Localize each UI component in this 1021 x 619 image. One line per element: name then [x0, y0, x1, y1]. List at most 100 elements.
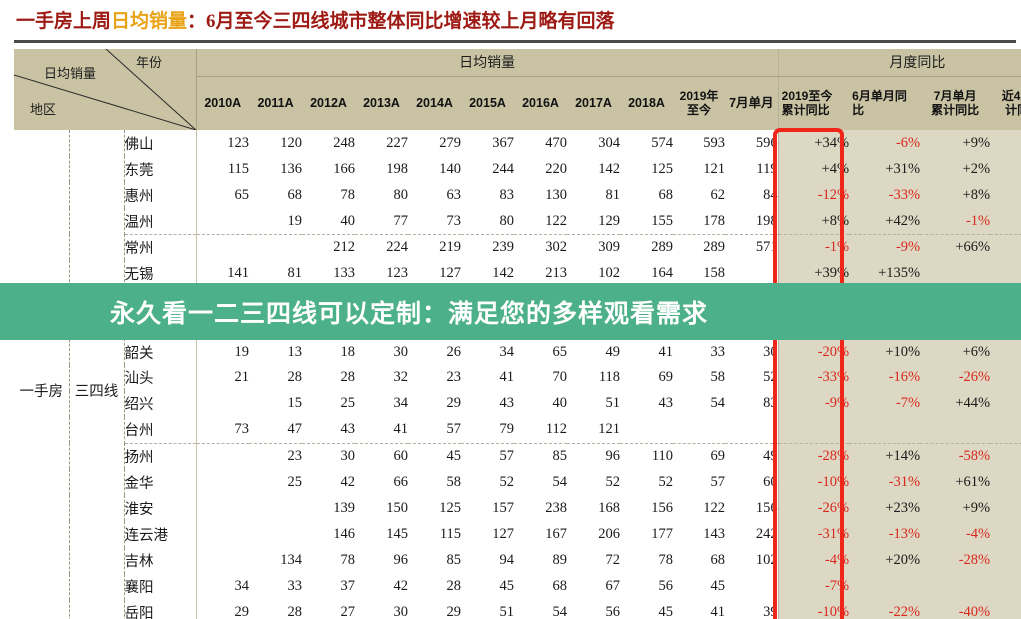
cell-yoy-value: +44% [920, 390, 991, 418]
table-row: 台州 73 47 43 41 57 79 112 121 [14, 417, 1021, 444]
cell-yoy-value [920, 260, 991, 287]
cell-sales-value: 219 [408, 234, 462, 261]
cell-yoy-value: -13% [849, 521, 921, 548]
cell-sales-value: 30 [725, 338, 779, 365]
cell-sales-value: 63 [408, 182, 462, 209]
cell-sales-value: 15 [249, 390, 303, 418]
corner-header-cell: 日均销量 年份 地区 [14, 49, 197, 130]
cell-yoy-value: -3% [990, 521, 1021, 548]
cell-sales-value: 596 [725, 130, 779, 157]
row-city-label: 台州 [124, 417, 197, 444]
cell-sales-value: 65 [195, 182, 250, 209]
cell-sales-value: 29 [195, 599, 250, 619]
cell-sales-value: 60 [355, 443, 409, 470]
cell-sales-value: 121 [673, 156, 726, 183]
cell-sales-value: 58 [408, 469, 462, 496]
cell-sales-value: 81 [249, 260, 303, 287]
cell-sales-value: 470 [514, 130, 568, 157]
header-group-sales: 日均销量 [195, 49, 779, 77]
cell-sales-value: 52 [725, 364, 779, 391]
cell-yoy-value [920, 417, 991, 444]
data-table-container: 日均销量 年份 地区 日均销量 月度同比 2010A 2011A 2012A 2… [14, 49, 1021, 619]
cell-sales-value: 30 [355, 599, 409, 619]
table-row: 一手房 三四线 佛山 123 120 248 227 279 367 470 304 574 593 59… [14, 130, 1021, 619]
cell-sales-value: 134 [249, 547, 303, 574]
cell-sales-value: 68 [514, 573, 568, 600]
cell-sales-value: 68 [673, 547, 726, 574]
cell-sales-value: 206 [567, 521, 621, 548]
cell-sales-value: 84 [725, 182, 779, 209]
cell-sales-value: 27 [302, 599, 356, 619]
table-body: 一手房 三四线 佛山 123 120 248 227 279 367 470 304 574 593 59… [14, 130, 1021, 619]
cell-yoy-value: -30% [990, 599, 1021, 619]
row-city-label: 淮安 [124, 495, 197, 522]
cell-yoy-value: +9% [920, 130, 991, 157]
cell-sales-value: 23 [408, 364, 462, 391]
cell-sales-value: 72 [567, 547, 621, 574]
cell-yoy-value: +1% [990, 338, 1021, 365]
title-text: 一手房上周日均销量：6月至今三四线城市整体同比增速较上月略有回落 [16, 6, 615, 33]
cell-sales-value: 139 [302, 495, 356, 522]
row-city-label: 金华 [124, 469, 197, 496]
cell-yoy-value: -58% [920, 443, 991, 470]
cell-yoy-value: -4% [777, 547, 850, 574]
cell-sales-value: 367 [461, 130, 515, 157]
page-title: 一手房上周日均销量：6月至今三四线城市整体同比增速较上月略有回落 [0, 0, 1021, 39]
cell-sales-value [725, 417, 779, 444]
cell-yoy-value: -31% [777, 521, 850, 548]
watermark-banner-text: 永久看一二三四线可以定制：满足您的多样观看需求 [110, 300, 709, 328]
cell-sales-value: 73 [408, 208, 462, 235]
cell-sales-value: 41 [355, 417, 409, 444]
cell-yoy-value: -4% [920, 521, 991, 548]
cell-sales-value: 227 [355, 130, 409, 157]
cell-sales-value: 56 [620, 573, 674, 600]
cell-sales-value [195, 390, 250, 418]
table-row: 连云港 146 145 115 127 167 206 177 143 242 -31% -13% -4… [14, 521, 1021, 548]
cell-sales-value: 28 [249, 599, 303, 619]
cell-sales-value: 40 [514, 390, 568, 418]
cell-yoy-value: -57% [990, 573, 1021, 600]
title-part-1: 一手房上周 [16, 11, 112, 32]
row-city-label: 绍兴 [124, 390, 197, 418]
cell-sales-value: 178 [673, 208, 726, 235]
table-row: 常州212224219239302309289289571-1%-9%+66%+… [14, 234, 1021, 261]
cell-sales-value: 80 [461, 208, 515, 235]
cell-yoy-value: +26% [990, 495, 1021, 522]
title-part-2-highlight: 日均销量 [111, 11, 188, 32]
cell-yoy-value: -24% [990, 182, 1021, 209]
cell-yoy-value: +61% [920, 469, 991, 496]
cell-sales-value: 19 [249, 208, 303, 235]
cell-sales-value: 130 [514, 182, 568, 209]
cell-sales-value: 25 [302, 390, 356, 418]
row-city-label: 东莞 [124, 156, 197, 183]
corner-diagonal-lines [14, 49, 196, 130]
cell-sales-value: 110 [620, 443, 674, 470]
col-2018A: 2018A [620, 76, 674, 130]
cell-sales-value: 19 [195, 338, 250, 365]
cell-yoy-value: +6% [920, 338, 991, 365]
cell-sales-value: 34 [461, 338, 515, 365]
cell-yoy-value: -7% [777, 573, 850, 600]
title-divider [14, 40, 1016, 43]
cell-sales-value: 49 [567, 338, 621, 365]
cell-yoy-value: +66% [920, 234, 991, 261]
cell-sales-value: 39 [725, 599, 779, 619]
cell-sales-value: 43 [620, 390, 674, 418]
cell-sales-value: 47 [249, 417, 303, 444]
cell-sales-value: 68 [620, 182, 674, 209]
cell-sales-value: 102 [567, 260, 621, 287]
cell-sales-value: 45 [620, 599, 674, 619]
cell-sales-value: 115 [195, 156, 250, 183]
cell-sales-value: 30 [302, 443, 356, 470]
cell-sales-value: 224 [355, 234, 409, 261]
cell-sales-value: 593 [673, 130, 726, 157]
table-row: 淮安 139 150 125 157 238 168 156 122 156 -26% +23% +9%… [14, 495, 1021, 522]
cell-sales-value: 198 [355, 156, 409, 183]
cell-yoy-value: +70% [990, 260, 1021, 287]
table-row: 东莞 115 136 166 198 140 244 220 142 125 121 119 +4% +3… [14, 156, 1021, 183]
cell-sales-value: 166 [302, 156, 356, 183]
